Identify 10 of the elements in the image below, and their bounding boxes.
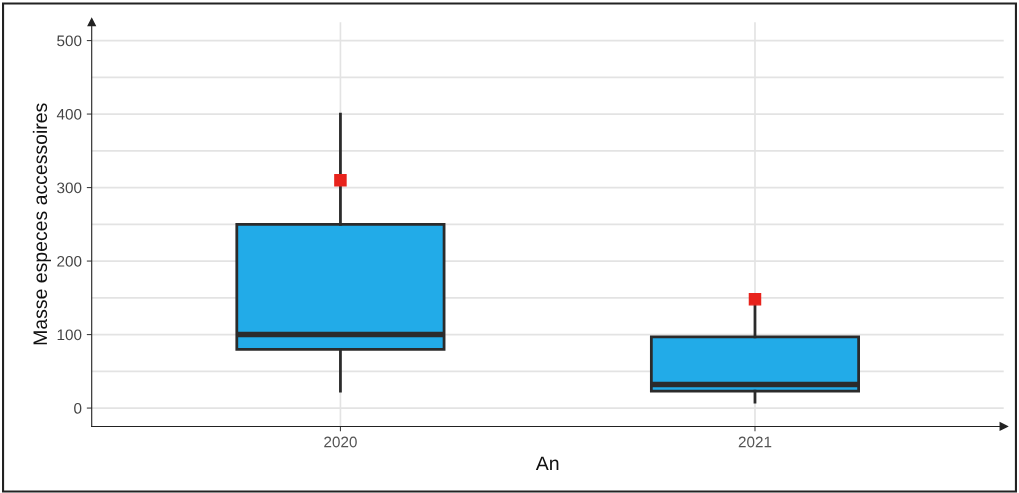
x-axis-title: An [535, 456, 559, 471]
y-axis-title: Masse especes accessoires [32, 103, 51, 345]
x-tick-label: 2020 [324, 436, 357, 448]
y-tick-label: 500 [57, 35, 82, 47]
y-tick-label: 100 [57, 329, 82, 341]
y-tick-label: 200 [57, 255, 82, 267]
y-tick-label: 300 [57, 182, 82, 194]
x-tick-label: 2021 [738, 436, 772, 448]
y-tick-label: 0 [74, 402, 82, 414]
y-tick-label: 400 [56, 108, 82, 120]
